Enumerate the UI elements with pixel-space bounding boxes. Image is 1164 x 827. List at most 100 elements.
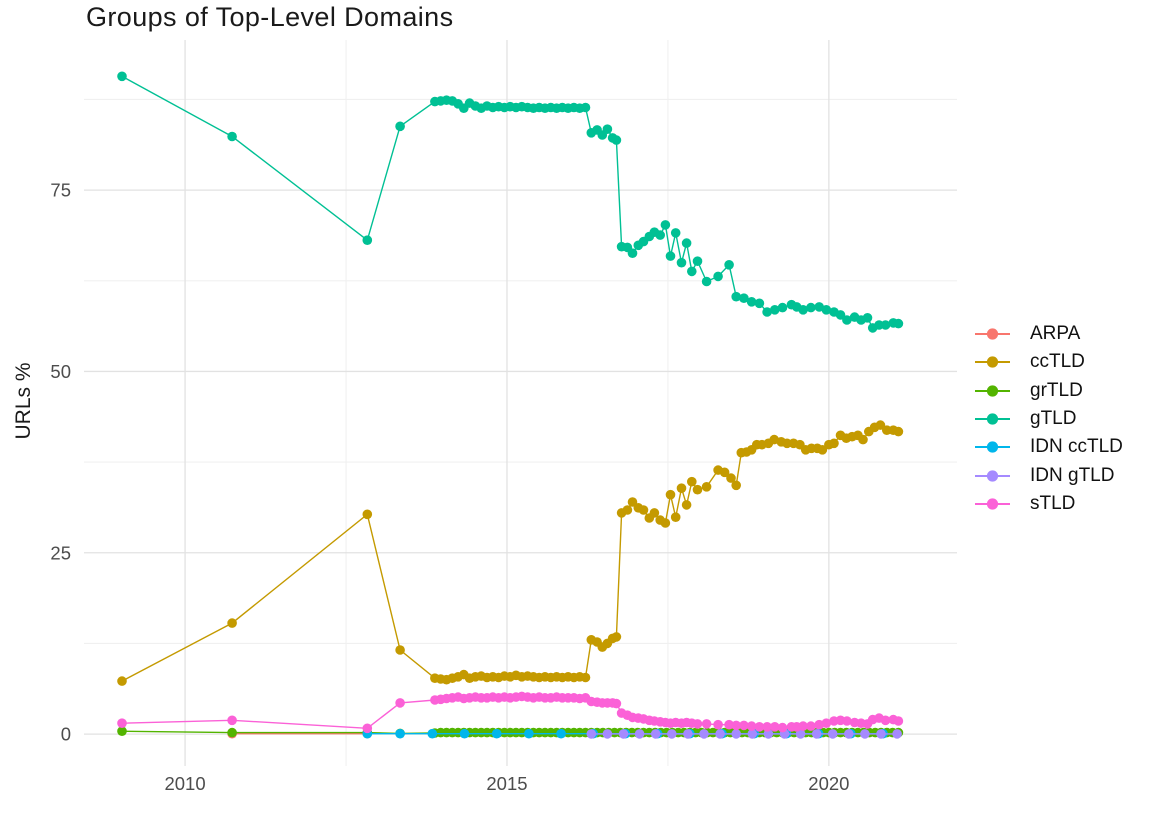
data-point-gtld [362, 235, 373, 245]
data-point-cctld [627, 497, 638, 507]
legend: ARPA ccTLD grTLD gTLD IDN ccTLD IDN gTLD sTLD [974, 320, 1123, 518]
data-point-cctld [362, 509, 373, 520]
data-point-cctld [687, 476, 697, 487]
chart-title: Groups of Top-Level Domains [86, 2, 454, 32]
data-point-gtld [739, 293, 749, 304]
data-point-idn-gtld [860, 729, 870, 739]
legend-key-grtld-icon [975, 385, 1010, 397]
data-point-cctld [701, 482, 712, 492]
legend-label-gtld: gTLD [1030, 408, 1077, 430]
data-point-stld [770, 722, 780, 732]
data-point-idn-gtld [731, 729, 741, 739]
y-axis-tick-labels: 0 25 50 75 [50, 180, 71, 745]
legend-label-stld: sTLD [1030, 492, 1076, 514]
y-tick-label: 50 [50, 361, 71, 382]
data-point-idn-gtld [699, 729, 709, 739]
data-point-cctld [893, 426, 904, 437]
data-point-stld [762, 722, 772, 732]
data-point-idn-gtld [667, 729, 677, 739]
data-point-gtld [681, 238, 692, 248]
data-point-gtld [117, 71, 127, 82]
data-point-gtld [806, 302, 816, 313]
data-point-gtld [395, 121, 405, 132]
legend-item-idn-gtld: IDN gTLD [974, 461, 1123, 489]
data-point-stld [821, 718, 832, 728]
data-point-cctld [731, 480, 741, 491]
data-point-idn-gtld [811, 729, 822, 739]
legend-key-idn-cctld-icon [975, 441, 1010, 453]
data-point-gtld [880, 320, 891, 330]
data-point-cctld [670, 512, 681, 522]
x-axis-tick-labels: 2010 2015 2020 [164, 773, 849, 794]
data-point-stld [798, 721, 808, 731]
data-point-gtld [676, 257, 687, 268]
data-point-idn-cctld [459, 728, 470, 739]
data-point-gtld [893, 318, 904, 329]
data-point-stld [362, 723, 373, 734]
data-point-gtld [724, 260, 734, 270]
data-point-gtld [660, 220, 671, 230]
data-point-gtld [746, 297, 757, 307]
data-point-cctld [580, 672, 591, 683]
data-point-gtld [687, 266, 697, 277]
series-line-gtld [121, 75, 899, 329]
data-point-cctld [622, 505, 633, 515]
data-point-cctld [660, 518, 671, 528]
legend-key-idn-gtld-icon [975, 470, 1010, 482]
data-point-idn-cctld [491, 728, 502, 739]
data-point-stld [746, 721, 757, 731]
series-idn-gtld [586, 729, 902, 739]
data-point-gtld [692, 256, 703, 267]
data-point-cctld [817, 445, 828, 455]
data-point-gtld [835, 310, 846, 320]
x-tick-label: 2015 [486, 773, 527, 794]
data-point-cctld [875, 420, 886, 430]
data-point-cctld [395, 645, 405, 655]
legend-item-gtld: gTLD [974, 405, 1123, 433]
data-point-stld [777, 722, 788, 733]
legend-label-grtld: grTLD [1030, 379, 1083, 401]
data-point-gtld [731, 291, 741, 302]
data-point-stld [724, 719, 734, 730]
data-point-stld [754, 722, 765, 732]
legend-key-arpa-icon [975, 328, 1010, 340]
data-point-gtld [665, 251, 676, 261]
data-point-idn-gtld [602, 729, 613, 739]
data-point-cctld [726, 473, 736, 483]
data-point-idn-cctld [427, 728, 438, 739]
legend-key-gtld-icon [975, 413, 1010, 425]
legend-label-arpa: ARPA [1030, 323, 1081, 345]
data-point-stld [806, 721, 816, 731]
data-point-idn-gtld [763, 729, 774, 739]
legend-item-arpa: ARPA [974, 320, 1123, 348]
legend-item-cctld: ccTLD [974, 348, 1123, 376]
data-point-gtld [227, 131, 237, 142]
data-point-cctld [719, 467, 730, 478]
data-point-stld [701, 719, 712, 729]
data-point-grtld [117, 726, 127, 736]
data-point-cctld [665, 489, 676, 500]
data-point-cctld [681, 500, 692, 510]
legend-item-idn-cctld: IDN ccTLD [974, 433, 1123, 461]
data-point-gtld [842, 315, 852, 325]
legend-label-idn-cctld: IDN ccTLD [1030, 436, 1123, 458]
data-point-gtld [798, 305, 808, 315]
data-point-cctld [676, 483, 687, 494]
gridlines-major [84, 40, 957, 766]
data-point-stld [880, 715, 891, 726]
data-point-idn-gtld [586, 729, 597, 739]
data-point-idn-cctld [556, 728, 566, 739]
series-gtld [117, 71, 904, 333]
data-point-idn-gtld [827, 729, 838, 739]
data-point-grtld [227, 727, 237, 738]
x-tick-label: 2020 [808, 773, 849, 794]
data-point-gtld [655, 230, 665, 240]
data-point-gtld [627, 248, 638, 258]
data-point-gtld [580, 102, 591, 113]
data-point-stld [611, 698, 622, 709]
data-point-idn-cctld [395, 728, 405, 739]
data-point-gtld [701, 276, 712, 287]
data-point-idn-gtld [650, 729, 661, 739]
data-point-gtld [770, 305, 780, 315]
data-point-idn-gtld [795, 729, 806, 739]
